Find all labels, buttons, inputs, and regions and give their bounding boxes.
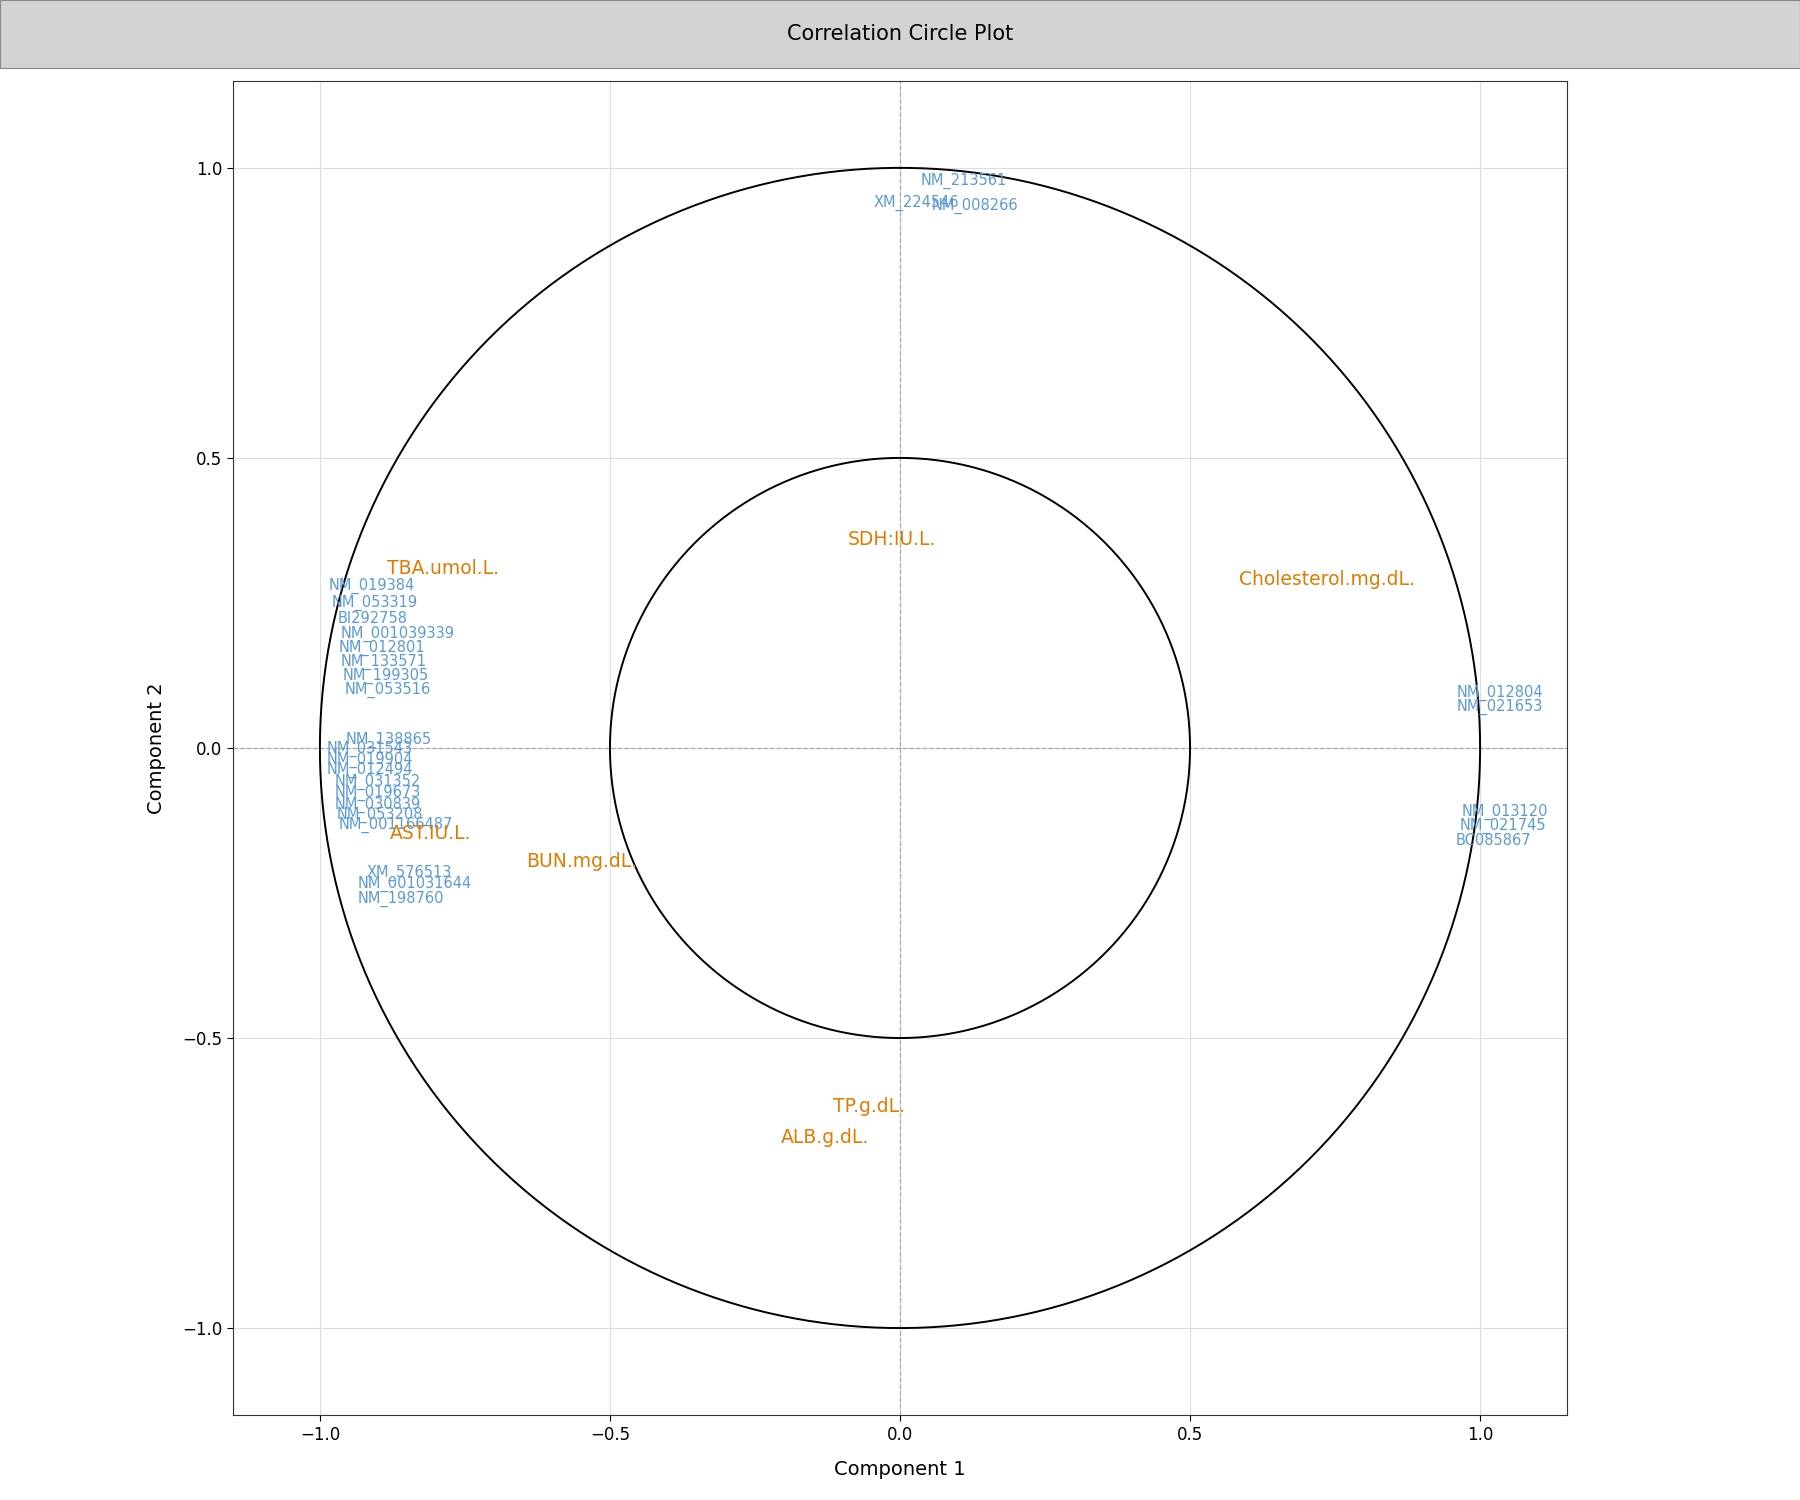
Text: NM_012801: NM_012801 [338,640,425,657]
Text: NM_012804: NM_012804 [1456,684,1544,700]
Text: NM_021745: NM_021745 [1460,818,1546,834]
Text: SDH:IU.L.: SDH:IU.L. [848,530,936,549]
Text: NM_008266: NM_008266 [932,198,1019,213]
Text: AST.IU.L.: AST.IU.L. [389,825,472,843]
Text: NM_133571: NM_133571 [340,654,427,670]
Text: NM_019673: NM_019673 [335,784,421,801]
Text: NM_213561: NM_213561 [920,172,1006,189]
Text: NM_001031644: NM_001031644 [358,876,472,892]
Text: NM_021653: NM_021653 [1456,699,1543,715]
Text: NM_001039339: NM_001039339 [340,626,454,642]
Text: NM_031352: NM_031352 [335,774,421,789]
Text: NM_053319: NM_053319 [331,596,418,610]
Text: NM_053516: NM_053516 [344,682,430,698]
Text: NM_138865: NM_138865 [346,732,432,748]
Y-axis label: Component 2: Component 2 [146,682,166,814]
Text: NM_012494: NM_012494 [328,762,414,778]
Text: NM_019384: NM_019384 [329,578,414,594]
Text: NM_053208: NM_053208 [337,807,423,824]
Text: NM_001166487: NM_001166487 [338,818,454,833]
Text: Cholesterol.mg.dL.: Cholesterol.mg.dL. [1240,570,1415,590]
Text: BUN.mg.dL.: BUN.mg.dL. [526,852,637,870]
Text: TBA.umol.L.: TBA.umol.L. [387,558,499,578]
Text: Correlation Circle Plot: Correlation Circle Plot [787,24,1013,44]
Text: TP.g.dL.: TP.g.dL. [833,1096,905,1116]
Text: XM_224546: XM_224546 [873,195,959,211]
Text: XM_576513: XM_576513 [367,864,452,880]
Text: ALB.g.dL.: ALB.g.dL. [781,1128,869,1148]
X-axis label: Component 1: Component 1 [833,1460,967,1479]
Text: NM_019904: NM_019904 [328,752,414,768]
Text: NM_031543: NM_031543 [328,741,412,758]
Text: NM_030839: NM_030839 [335,796,421,813]
Text: BI292758: BI292758 [337,610,407,626]
Text: NM_198760: NM_198760 [358,891,445,908]
Text: NM_013120: NM_013120 [1462,804,1548,820]
Text: BC085867: BC085867 [1456,834,1532,849]
Text: NM_199305: NM_199305 [344,668,430,684]
